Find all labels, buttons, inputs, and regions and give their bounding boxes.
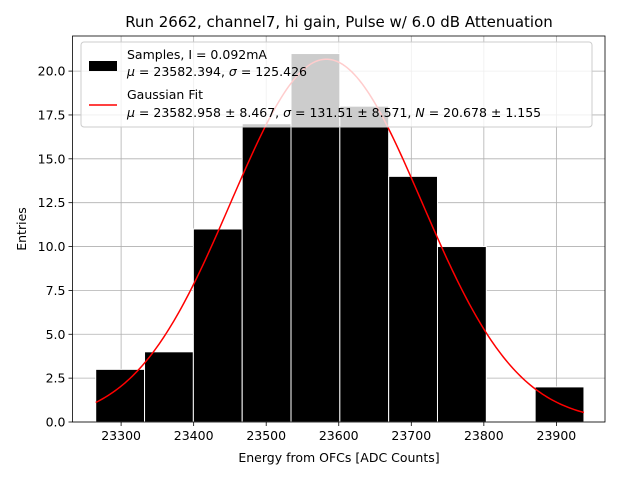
- y-tick-label: 7.5: [46, 283, 66, 298]
- y-tick-label: 10.0: [38, 239, 66, 254]
- x-tick-label: 23800: [464, 428, 504, 443]
- y-axis-label: Entries: [14, 207, 29, 251]
- legend-fit-n-symbol: N: [415, 105, 425, 120]
- legend-samples-sigma-symbol: σ: [229, 64, 238, 79]
- legend-fit-sigma-symbol: σ: [283, 105, 292, 120]
- legend-fit-line2: μ = 23582.958 ± 8.467, σ = 131.51 ± 8.57…: [126, 105, 541, 120]
- y-tick-label: 5.0: [46, 327, 66, 342]
- y-tick-label: 2.5: [46, 371, 66, 386]
- histogram-bar: [339, 105, 390, 423]
- x-tick-label: 23300: [101, 428, 141, 443]
- legend-samples-mu-value: = 23582.394,: [135, 64, 229, 79]
- x-axis-label: Energy from OFCs [ADC Counts]: [238, 450, 439, 465]
- histogram-bar: [534, 386, 585, 423]
- legend-fit-mu-symbol: μ: [126, 105, 135, 120]
- legend-samples-line2: μ = 23582.394, σ = 125.426: [126, 64, 307, 79]
- x-tick-label: 23500: [246, 428, 286, 443]
- legend-samples-line1: Samples, I = 0.092mA: [127, 47, 267, 62]
- x-tick-label: 23400: [174, 428, 214, 443]
- histogram-bar: [388, 175, 438, 423]
- legend: Samples, I = 0.092mA μ = 23582.394, σ = …: [80, 41, 593, 128]
- legend-samples-mu-symbol: μ: [126, 64, 135, 79]
- y-axis-ticks: 0.0 2.5 5.0 7.5 10.0 12.5 15.0 17.5 20.0: [38, 64, 73, 430]
- x-tick-label: 23600: [319, 428, 359, 443]
- legend-box: [80, 41, 593, 128]
- x-tick-label: 23700: [391, 428, 431, 443]
- y-tick-label: 15.0: [38, 151, 66, 166]
- x-tick-label: 23900: [537, 428, 577, 443]
- y-tick-label: 0.0: [46, 415, 66, 430]
- histogram-bars: [95, 53, 585, 423]
- histogram-bar: [192, 228, 243, 423]
- legend-samples-sigma-value: = 125.426: [237, 64, 307, 79]
- y-tick-label: 12.5: [38, 195, 66, 210]
- histogram-bar: [241, 123, 292, 423]
- legend-fit-n-value: = 20.678 ± 1.155: [425, 105, 541, 120]
- histogram-bar: [436, 246, 487, 423]
- y-tick-label: 17.5: [38, 107, 66, 122]
- legend-fit-line1: Gaussian Fit: [127, 87, 203, 102]
- y-tick-label: 20.0: [38, 64, 66, 79]
- histogram-bar: [95, 368, 146, 423]
- x-axis-ticks: 23300 23400 23500 23600 23700 23800 23900: [101, 422, 576, 443]
- legend-fit-sigma-value: = 131.51 ± 8.571,: [291, 105, 415, 120]
- chart-title: Run 2662, channel7, hi gain, Pulse w/ 6.…: [125, 13, 553, 31]
- legend-samples-swatch: [89, 61, 117, 71]
- legend-fit-mu-value: = 23582.958 ± 8.467,: [135, 105, 283, 120]
- histogram-bar: [144, 351, 194, 423]
